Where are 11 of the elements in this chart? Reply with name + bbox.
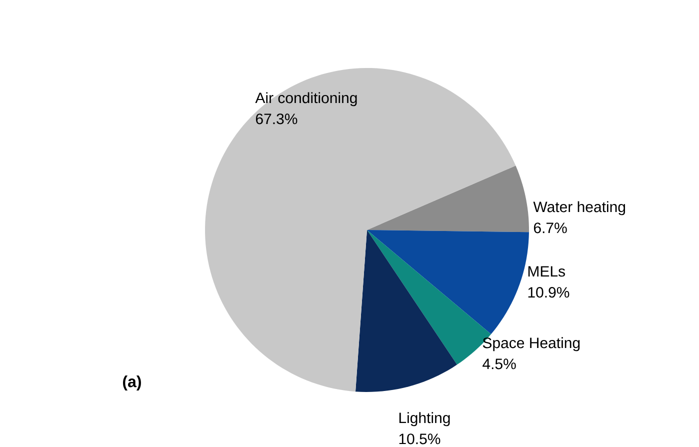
data-label: 10.9% (528, 287, 570, 298)
slice-label: Water heating (533, 201, 626, 216)
slice-label: Air conditioning (255, 92, 357, 106)
slice-label: Space Heating (482, 337, 580, 352)
data-label: 10.5% (399, 434, 440, 444)
text: (a) (123, 376, 141, 390)
slice-label: Lighting (399, 412, 450, 426)
slice-label: MELs (528, 266, 565, 277)
data-label: 4.5% (482, 358, 516, 370)
data-label: 67.3% (256, 114, 298, 124)
data-label: 6.7% (534, 222, 567, 234)
